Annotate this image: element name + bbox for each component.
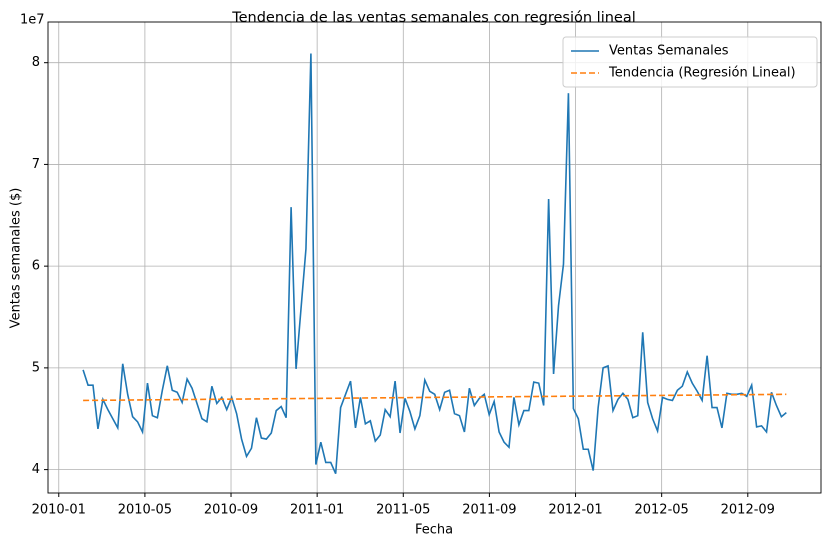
- legend-box: [562, 36, 818, 88]
- data-line: [82, 53, 787, 474]
- legend-label: Tendencia (Regresión Lineal): [608, 66, 796, 81]
- x-tick-label: 2010-01: [32, 503, 86, 518]
- y-offset-label: 1e7: [20, 13, 45, 28]
- x-tick-label: 2012-09: [721, 503, 775, 518]
- x-axis-label: Fecha: [415, 523, 453, 538]
- x-tick-label: 2010-05: [118, 503, 172, 518]
- plot-frame: [47, 21, 822, 494]
- legend-label: Ventas Semanales: [609, 44, 729, 59]
- x-tick-label: 2012-05: [634, 503, 688, 518]
- x-tick-label: 2011-09: [462, 503, 516, 518]
- x-tick-label: 2011-05: [376, 503, 430, 518]
- x-tick-label: 2010-09: [204, 503, 258, 518]
- x-tick-label: 2011-01: [290, 503, 344, 518]
- y-axis-label: Ventas semanales ($): [9, 188, 24, 329]
- x-tick-label: 2012-01: [548, 503, 602, 518]
- chart-title: Tendencia de las ventas semanales con re…: [231, 10, 636, 26]
- y-tick-label: 6: [32, 259, 40, 274]
- y-tick-label: 5: [32, 360, 40, 375]
- y-tick-label: 4: [32, 462, 40, 477]
- legend: Ventas Semanales Tendencia (Regresión Lin…: [562, 36, 818, 88]
- y-tick-label: 8: [32, 55, 40, 70]
- data-line: [83, 393, 787, 402]
- y-tick-label: 7: [32, 157, 40, 172]
